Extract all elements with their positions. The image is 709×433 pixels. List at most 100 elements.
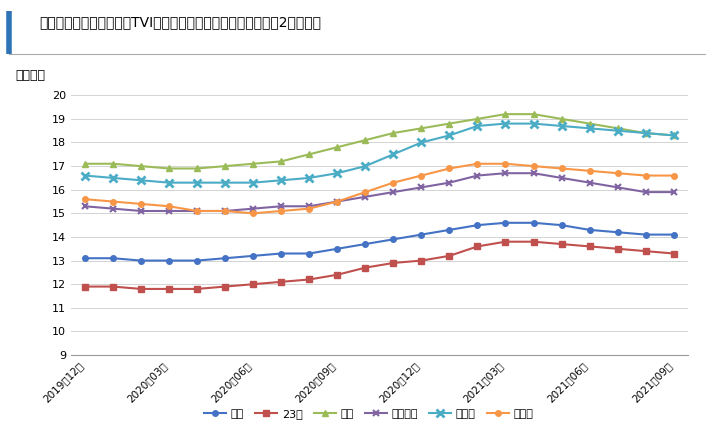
神奈川県 — [669, 190, 678, 195]
埼玉県 — [417, 140, 425, 145]
埼玉県 — [613, 128, 622, 133]
千葉県 — [249, 211, 257, 216]
市部 — [164, 166, 173, 171]
埼玉県 — [164, 180, 173, 185]
全域 — [81, 255, 89, 261]
市部 — [417, 126, 425, 131]
埼玉県 — [473, 123, 481, 129]
千葉県 — [164, 204, 173, 209]
市部 — [81, 161, 89, 166]
23区 — [221, 284, 230, 289]
市部 — [305, 152, 313, 157]
Line: 千葉県: 千葉県 — [82, 161, 676, 216]
市部 — [389, 130, 398, 136]
全域 — [361, 242, 369, 247]
神奈川県 — [389, 190, 398, 195]
千葉県 — [642, 173, 650, 178]
神奈川県 — [361, 194, 369, 200]
神奈川県 — [277, 204, 286, 209]
神奈川県 — [529, 171, 538, 176]
埼玉県 — [108, 175, 117, 181]
神奈川県 — [137, 208, 145, 213]
市部 — [501, 112, 510, 117]
神奈川県 — [333, 199, 342, 204]
埼玉県 — [445, 133, 454, 138]
Legend: 全域, 23区, 市部, 神奈川県, 埼玉県, 千葉県: 全域, 23区, 市部, 神奈川県, 埼玉県, 千葉県 — [200, 404, 537, 423]
神奈川県 — [81, 204, 89, 209]
23区 — [333, 272, 342, 278]
23区 — [557, 242, 566, 247]
23区 — [417, 258, 425, 263]
23区 — [642, 249, 650, 254]
埼玉県 — [193, 180, 201, 185]
神奈川県 — [221, 208, 230, 213]
埼玉県 — [586, 126, 594, 131]
千葉県 — [473, 161, 481, 166]
23区 — [108, 284, 117, 289]
神奈川県 — [164, 208, 173, 213]
埼玉県 — [642, 130, 650, 136]
23区 — [305, 277, 313, 282]
23区 — [81, 284, 89, 289]
23区 — [164, 286, 173, 291]
千葉県 — [417, 173, 425, 178]
Text: 図－５　首都圏　空室率TVI（タス空室インデックス）（過去2年推移）: 図－５ 首都圏 空室率TVI（タス空室インデックス）（過去2年推移） — [39, 15, 321, 29]
埼玉県 — [501, 121, 510, 126]
全域 — [529, 220, 538, 226]
神奈川県 — [557, 175, 566, 181]
23区 — [445, 253, 454, 259]
23区 — [501, 239, 510, 244]
23区 — [249, 281, 257, 287]
全域 — [473, 223, 481, 228]
埼玉県 — [137, 178, 145, 183]
Line: 埼玉県: 埼玉県 — [81, 120, 678, 187]
23区 — [361, 265, 369, 270]
23区 — [669, 251, 678, 256]
神奈川県 — [417, 185, 425, 190]
市部 — [445, 121, 454, 126]
全域 — [417, 232, 425, 237]
千葉県 — [277, 208, 286, 213]
神奈川県 — [501, 171, 510, 176]
千葉県 — [613, 171, 622, 176]
千葉県 — [529, 164, 538, 169]
市部 — [529, 112, 538, 117]
市部 — [108, 161, 117, 166]
市部 — [277, 159, 286, 164]
埼玉県 — [333, 171, 342, 176]
千葉県 — [108, 199, 117, 204]
神奈川県 — [305, 204, 313, 209]
Line: 23区: 23区 — [82, 239, 676, 292]
市部 — [473, 116, 481, 122]
市部 — [221, 164, 230, 169]
神奈川県 — [445, 180, 454, 185]
全域 — [586, 227, 594, 233]
全域 — [557, 223, 566, 228]
23区 — [586, 244, 594, 249]
埼玉県 — [557, 123, 566, 129]
Line: 神奈川県: 神奈川県 — [82, 170, 677, 214]
千葉県 — [557, 166, 566, 171]
神奈川県 — [193, 208, 201, 213]
全域 — [193, 258, 201, 263]
市部 — [249, 161, 257, 166]
市部 — [669, 133, 678, 138]
全域 — [389, 237, 398, 242]
全域 — [445, 227, 454, 233]
23区 — [529, 239, 538, 244]
埼玉県 — [669, 133, 678, 138]
市部 — [361, 138, 369, 143]
千葉県 — [305, 206, 313, 211]
埼玉県 — [277, 178, 286, 183]
市部 — [613, 126, 622, 131]
23区 — [473, 244, 481, 249]
千葉県 — [81, 197, 89, 202]
全域 — [613, 229, 622, 235]
埼玉県 — [221, 180, 230, 185]
全域 — [108, 255, 117, 261]
全域 — [164, 258, 173, 263]
23区 — [137, 286, 145, 291]
Line: 市部: 市部 — [82, 111, 677, 172]
市部 — [642, 130, 650, 136]
埼玉県 — [249, 180, 257, 185]
